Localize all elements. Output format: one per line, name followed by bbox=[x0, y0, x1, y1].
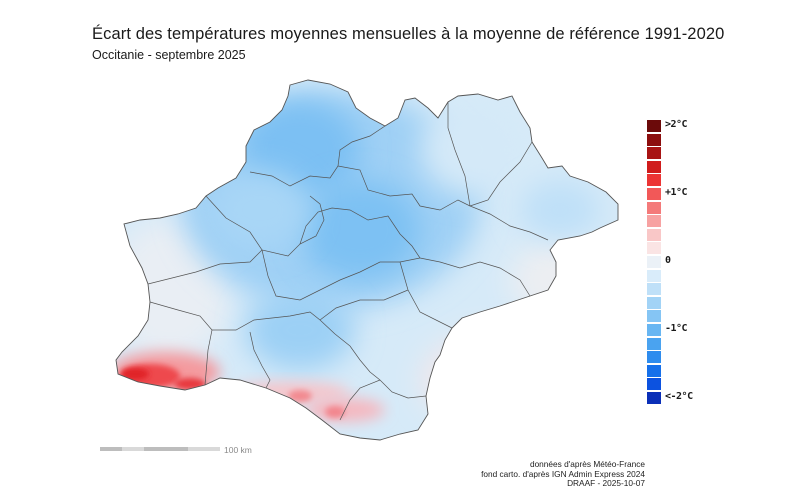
map-title: Écart des températures moyennes mensuell… bbox=[92, 25, 725, 43]
legend-swatch bbox=[647, 296, 661, 309]
legend-swatch bbox=[647, 228, 661, 241]
credit-source: données d'après Météo-France bbox=[529, 459, 645, 469]
legend-swatch bbox=[647, 324, 661, 336]
temperature-anomaly-field bbox=[116, 80, 618, 440]
legend-label: +1°C bbox=[665, 187, 688, 198]
credit-author-date: DRAAF - 2025-10-07 bbox=[567, 478, 645, 489]
legend-swatch bbox=[647, 215, 661, 228]
legend-swatch bbox=[647, 188, 661, 200]
legend-label: >2°C bbox=[665, 119, 688, 130]
legend-swatch bbox=[647, 256, 661, 268]
legend-swatch bbox=[647, 201, 661, 214]
legend-swatch bbox=[647, 364, 661, 377]
legend-swatch bbox=[647, 337, 661, 350]
legend-label: 0 bbox=[665, 255, 671, 266]
legend-swatch bbox=[647, 133, 661, 146]
map-subtitle: Occitanie - septembre 2025 bbox=[92, 48, 246, 62]
legend-swatch bbox=[647, 378, 661, 391]
legend-swatch bbox=[647, 351, 661, 364]
legend-swatch bbox=[647, 147, 661, 160]
legend-swatch bbox=[647, 269, 661, 282]
legend-swatch bbox=[647, 242, 661, 255]
credit-basemap: fond carto. d'après IGN Admin Express 20… bbox=[481, 468, 645, 479]
department-boundaries bbox=[147, 102, 549, 421]
legend-swatch bbox=[647, 160, 661, 173]
legend-label: -1°C bbox=[665, 323, 688, 334]
legend-swatch bbox=[647, 120, 661, 132]
legend-swatch bbox=[647, 392, 661, 404]
scale-label: 100 km bbox=[224, 445, 252, 455]
legend-swatch bbox=[647, 174, 661, 187]
legend-swatch bbox=[647, 283, 661, 296]
credits: données d'après Météo-France fond carto.… bbox=[481, 459, 645, 489]
legend-swatch bbox=[647, 310, 661, 323]
legend-label: <-2°C bbox=[665, 391, 693, 402]
